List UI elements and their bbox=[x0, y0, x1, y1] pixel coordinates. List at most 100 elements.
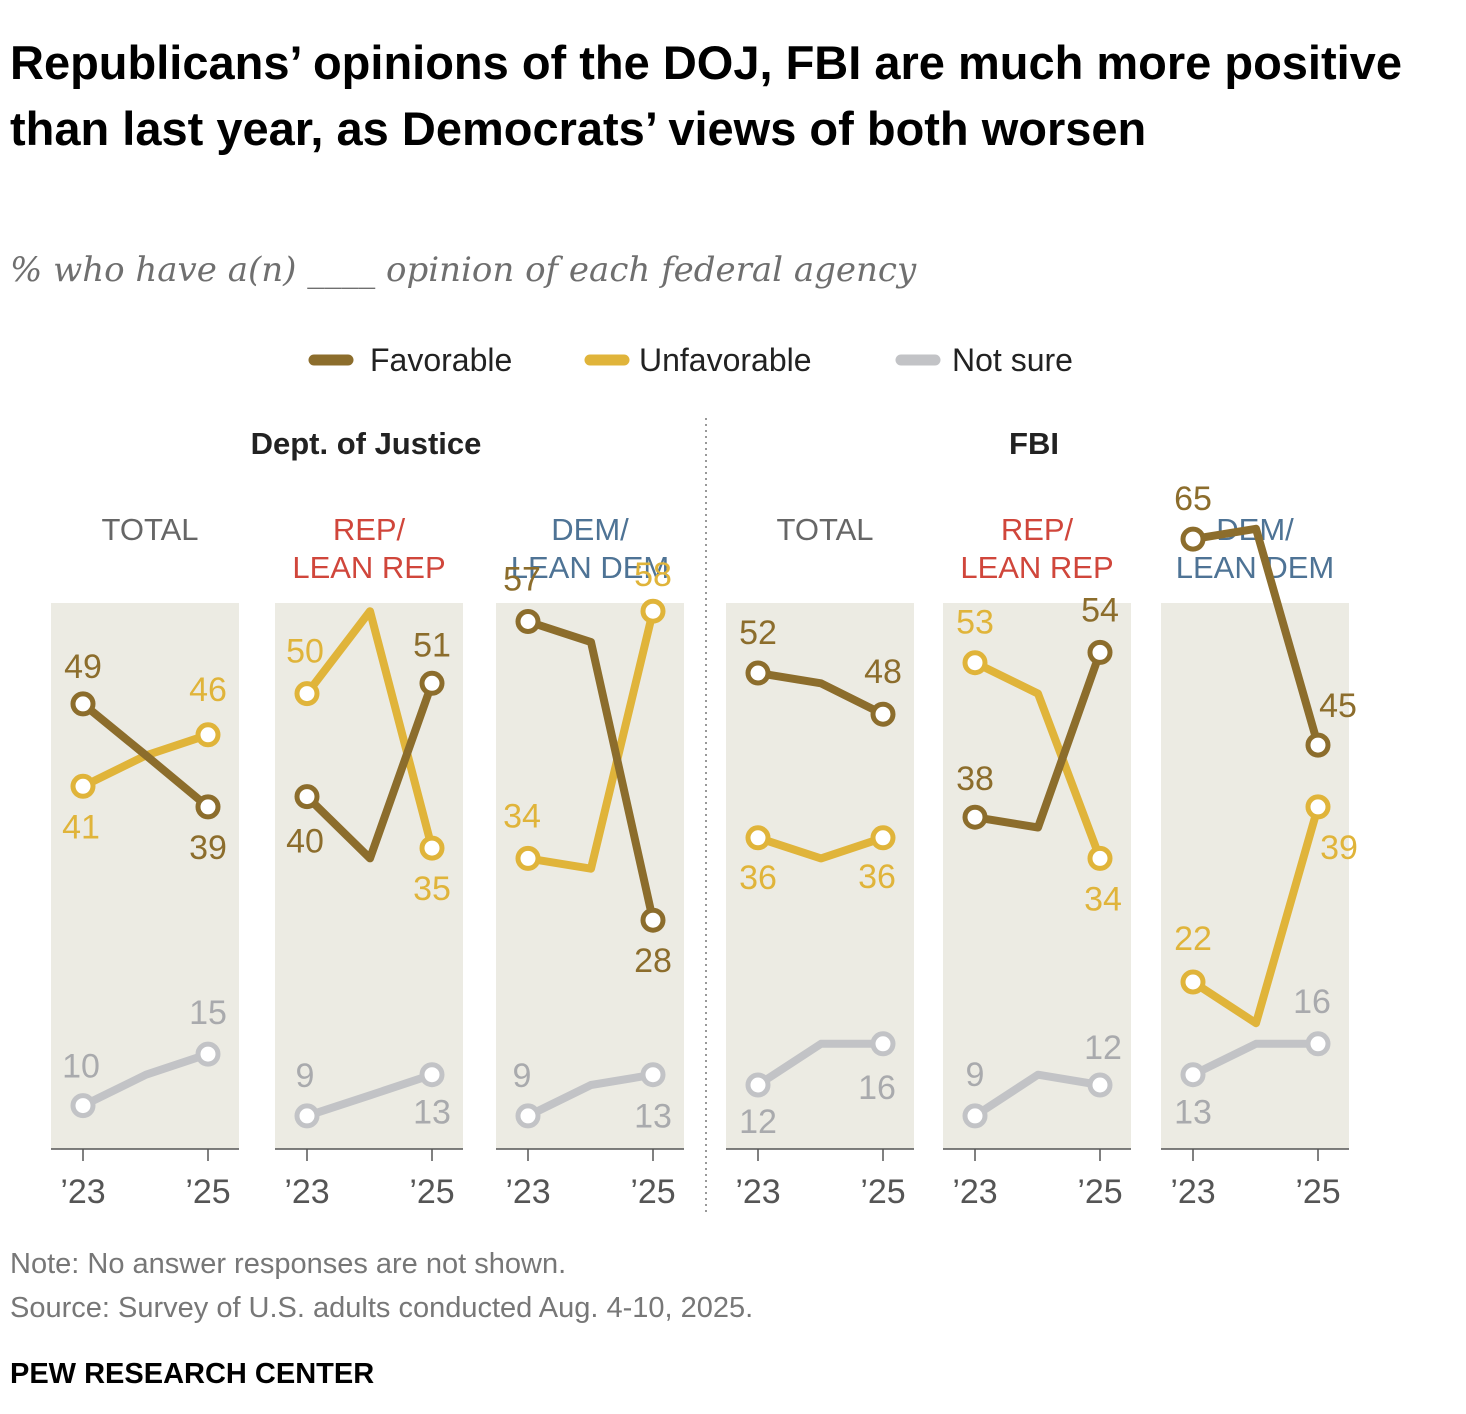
agency-title: FBI bbox=[1009, 426, 1059, 461]
data-point-favorable bbox=[1305, 732, 1331, 758]
data-point-not_sure bbox=[1180, 1062, 1206, 1088]
data-label-favorable: 40 bbox=[286, 823, 324, 861]
series-line-favorable bbox=[303, 679, 436, 863]
legend-label-unfavorable: Unfavorable bbox=[639, 342, 812, 378]
data-point-not_sure bbox=[1087, 1072, 1113, 1098]
agency-title: Dept. of Justice bbox=[251, 426, 482, 461]
series-line-unfavorable bbox=[303, 607, 436, 853]
data-label-favorable: 57 bbox=[503, 561, 541, 599]
data-point-unfavorable bbox=[962, 650, 988, 676]
data-label-unfavorable: 39 bbox=[1320, 829, 1358, 867]
chart-note: Note: No answer responses are not shown. bbox=[10, 1248, 567, 1280]
group-label: REP/ bbox=[1001, 512, 1074, 547]
data-point-unfavorable bbox=[1180, 969, 1206, 995]
group-label: LEAN DEM bbox=[1176, 550, 1334, 585]
data-point-favorable bbox=[419, 670, 445, 696]
x-tick-label: ’23 bbox=[1170, 1173, 1215, 1211]
x-tick-label: ’25 bbox=[860, 1173, 905, 1211]
x-tick-label: ’25 bbox=[1077, 1173, 1122, 1211]
group-label: DEM/ bbox=[551, 512, 629, 547]
series-line-unfavorable bbox=[1189, 802, 1322, 1028]
data-label-unfavorable: 34 bbox=[503, 797, 541, 835]
data-label-not_sure: 9 bbox=[296, 1057, 315, 1095]
data-point-unfavorable bbox=[1087, 845, 1113, 871]
panel-background bbox=[496, 603, 684, 1149]
data-label-favorable: 38 bbox=[956, 760, 994, 798]
data-label-favorable: 54 bbox=[1081, 591, 1119, 629]
x-tick-label: ’23 bbox=[60, 1173, 105, 1211]
series-line-not_sure bbox=[524, 1070, 657, 1120]
series-line-favorable bbox=[1189, 524, 1322, 750]
series-line-favorable bbox=[971, 648, 1104, 832]
data-point-unfavorable bbox=[515, 845, 541, 871]
data-label-favorable: 39 bbox=[189, 829, 227, 867]
data-point-unfavorable bbox=[70, 773, 96, 799]
data-point-unfavorable bbox=[1305, 794, 1331, 820]
data-point-favorable bbox=[962, 804, 988, 830]
data-point-favorable bbox=[640, 907, 666, 933]
data-label-unfavorable: 36 bbox=[858, 858, 896, 896]
data-point-unfavorable bbox=[294, 681, 320, 707]
data-point-unfavorable bbox=[745, 825, 771, 851]
x-tick-label: ’25 bbox=[1295, 1173, 1340, 1211]
x-tick-label: ’25 bbox=[409, 1173, 454, 1211]
group-label: LEAN REP bbox=[292, 550, 445, 585]
x-tick-label: ’23 bbox=[735, 1173, 780, 1211]
data-point-favorable bbox=[515, 609, 541, 634]
data-label-not_sure: 9 bbox=[966, 1056, 985, 1094]
series-line-not_sure bbox=[303, 1070, 436, 1120]
series-line-unfavorable bbox=[754, 833, 887, 863]
data-label-favorable: 28 bbox=[634, 942, 672, 980]
group-label: LEAN DEM bbox=[511, 550, 669, 585]
data-label-not_sure: 13 bbox=[634, 1098, 672, 1136]
legend-label-favorable: Favorable bbox=[370, 342, 512, 378]
x-tick-label: ’25 bbox=[185, 1173, 230, 1211]
data-point-unfavorable bbox=[870, 825, 896, 851]
data-point-favorable bbox=[294, 784, 320, 810]
data-point-unfavorable bbox=[640, 598, 666, 624]
data-label-favorable: 52 bbox=[739, 614, 777, 652]
data-point-not_sure bbox=[745, 1072, 771, 1098]
data-point-not_sure bbox=[70, 1093, 96, 1119]
data-label-unfavorable: 22 bbox=[1174, 920, 1212, 958]
data-point-not_sure bbox=[640, 1062, 666, 1088]
group-label: LEAN REP bbox=[960, 550, 1113, 585]
data-label-not_sure: 10 bbox=[62, 1048, 100, 1086]
series-line-favorable bbox=[79, 699, 212, 811]
data-label-not_sure: 16 bbox=[1293, 983, 1331, 1021]
data-label-unfavorable: 36 bbox=[739, 859, 777, 897]
data-point-not_sure bbox=[962, 1103, 988, 1129]
data-label-not_sure: 15 bbox=[189, 994, 227, 1032]
x-tick-label: ’25 bbox=[630, 1173, 675, 1211]
data-point-not_sure bbox=[195, 1041, 221, 1067]
data-label-unfavorable: 58 bbox=[634, 556, 672, 594]
data-label-unfavorable: 53 bbox=[956, 604, 994, 642]
series-line-favorable bbox=[524, 617, 657, 925]
series-line-not_sure bbox=[754, 1039, 887, 1089]
data-point-not_sure bbox=[870, 1031, 896, 1057]
data-point-unfavorable bbox=[195, 722, 221, 748]
data-point-favorable bbox=[745, 660, 771, 686]
data-point-unfavorable bbox=[419, 835, 445, 861]
data-point-not_sure bbox=[515, 1103, 541, 1129]
series-line-not_sure bbox=[79, 1050, 212, 1110]
series-line-not_sure bbox=[1189, 1039, 1322, 1079]
chart-area: Favorable Unfavorable Not sure Dept. of Jus… bbox=[51, 342, 1358, 1212]
data-label-not_sure: 13 bbox=[1174, 1094, 1212, 1132]
data-point-not_sure bbox=[419, 1062, 445, 1088]
panel-background bbox=[726, 603, 914, 1149]
data-point-not_sure bbox=[294, 1103, 320, 1129]
group-label: TOTAL bbox=[101, 512, 198, 547]
data-point-not_sure bbox=[1305, 1031, 1331, 1057]
data-label-not_sure: 9 bbox=[513, 1057, 532, 1095]
x-tick-label: ’23 bbox=[284, 1173, 329, 1211]
data-label-not_sure: 12 bbox=[1084, 1029, 1122, 1067]
data-label-not_sure: 16 bbox=[858, 1069, 896, 1107]
data-point-favorable bbox=[70, 691, 96, 717]
data-point-favorable bbox=[1180, 526, 1206, 552]
panel-background bbox=[1161, 603, 1349, 1149]
data-label-favorable: 48 bbox=[864, 653, 902, 691]
legend-label-not_sure: Not sure bbox=[952, 342, 1073, 378]
series-line-favorable bbox=[754, 669, 887, 719]
series-line-not_sure bbox=[971, 1070, 1104, 1120]
